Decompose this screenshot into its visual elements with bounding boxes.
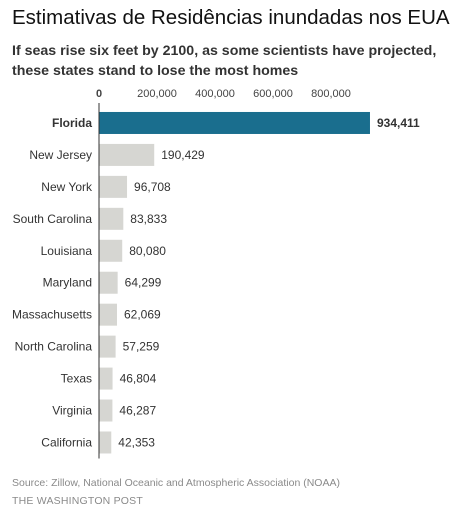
category-label: Massachusetts [12, 308, 92, 322]
value-label: 62,069 [124, 308, 161, 322]
chart-title: Estimativas de Residências inundadas nos… [12, 6, 450, 29]
value-label: 42,353 [118, 435, 155, 449]
bar [99, 431, 112, 454]
category-label: Florida [52, 116, 92, 130]
category-label: Texas [61, 372, 92, 386]
bar [99, 271, 118, 294]
category-label: New Jersey [29, 148, 92, 162]
x-tick-label: 800,000 [311, 88, 351, 100]
x-tick-label: 200,000 [137, 88, 177, 100]
value-label: 46,804 [120, 372, 157, 386]
bar [99, 207, 124, 230]
bar [99, 175, 128, 198]
bar-chart: 0 200,000 400,000 600,000 800,000 Florida 934,… [12, 88, 420, 459]
category-label: Louisiana [41, 244, 93, 258]
category-label: North Carolina [15, 340, 93, 354]
value-label: 80,080 [129, 244, 166, 258]
chart-subtitle: If seas rise six feet by 2100, as some s… [12, 43, 437, 79]
x-tick-label: 0 [96, 88, 102, 100]
x-tick-label: 400,000 [195, 88, 235, 100]
value-label: 83,833 [130, 212, 167, 226]
value-label: 96,708 [134, 180, 171, 194]
category-label: New York [41, 180, 93, 194]
bar [99, 303, 118, 326]
publisher-credit: THE WASHINGTON POST [12, 495, 143, 507]
value-label: 934,411 [377, 116, 420, 130]
bar [99, 143, 155, 166]
bar [99, 335, 116, 358]
bar [99, 111, 370, 134]
category-label: Virginia [52, 404, 92, 418]
category-label: South Carolina [13, 212, 93, 226]
source-note: Source: Zillow, National Oceanic and Atm… [12, 477, 340, 489]
x-tick-label: 600,000 [253, 88, 293, 100]
bar [99, 239, 123, 262]
value-label: 64,299 [125, 276, 162, 290]
category-label: Maryland [43, 276, 92, 290]
category-label: California [41, 435, 92, 449]
bar [99, 367, 113, 390]
bar [99, 399, 113, 422]
value-label: 46,287 [119, 404, 156, 418]
value-label: 190,429 [161, 148, 205, 162]
value-label: 57,259 [123, 340, 160, 354]
